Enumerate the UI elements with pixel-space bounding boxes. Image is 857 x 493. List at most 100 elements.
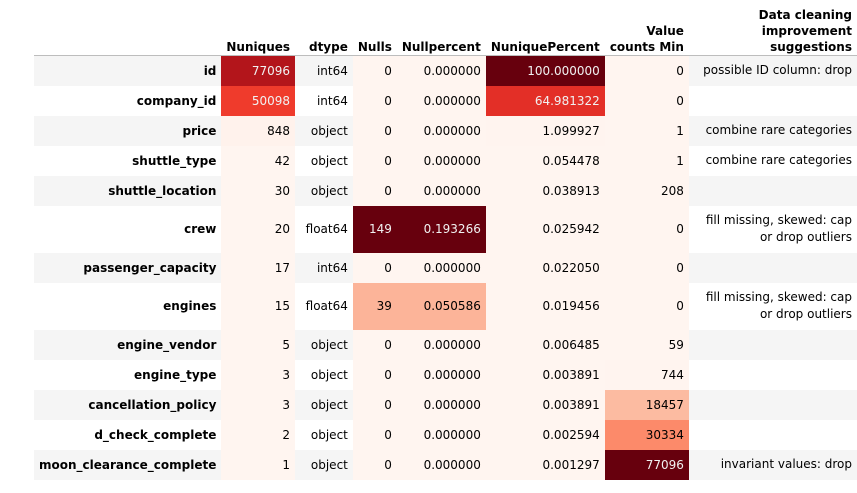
suggestion-cell: fill missing, skewed: cap or drop outlie… bbox=[705, 213, 852, 244]
table-row: passenger_capacity 17 int64 0 0.000000 0.0220… bbox=[34, 252, 857, 283]
header-nuniquepercent: NuniquePercent bbox=[485, 0, 605, 56]
row-label: engine_type bbox=[134, 367, 217, 382]
dtype-cell: object bbox=[310, 183, 348, 198]
nulls-cell: 0 bbox=[352, 55, 397, 86]
nuniquepercent-cell: 1.099927 bbox=[485, 115, 605, 146]
nuniquepercent-cell: 0.019456 bbox=[485, 282, 605, 330]
nuniquepercent-cell: 0.003891 bbox=[485, 359, 605, 390]
table-row: moon_clearance_complete 1 object 0 0.000000 0… bbox=[34, 449, 857, 480]
dtype-cell: int64 bbox=[316, 63, 348, 78]
table-row: d_check_complete 2 object 0 0.000000 0.002594… bbox=[34, 419, 857, 450]
dtype-cell: float64 bbox=[305, 222, 348, 236]
nullpercent-cell: 0.000000 bbox=[396, 175, 486, 206]
nulls-cell: 0 bbox=[352, 449, 397, 480]
value-counts-min-cell: 30334 bbox=[604, 419, 689, 450]
nuniques-cell: 30 bbox=[221, 175, 296, 206]
dtype-cell: object bbox=[310, 457, 348, 472]
row-label: shuttle_type bbox=[132, 153, 217, 168]
nuniques-cell: 15 bbox=[221, 282, 296, 330]
nuniques-cell: 3 bbox=[221, 359, 296, 390]
dtype-cell: object bbox=[310, 337, 348, 352]
nullpercent-cell: 0.000000 bbox=[396, 252, 486, 283]
dtype-cell: object bbox=[310, 397, 348, 412]
suggestion-cell bbox=[689, 360, 857, 390]
header-nulls: Nulls bbox=[352, 0, 397, 56]
nuniques-cell: 77096 bbox=[221, 55, 296, 86]
header-nullpercent: Nullpercent bbox=[396, 0, 486, 56]
suggestion-cell: combine rare categories bbox=[705, 123, 852, 137]
index-header bbox=[34, 0, 222, 56]
row-label: d_check_complete bbox=[94, 427, 217, 442]
value-counts-min-cell: 0 bbox=[604, 205, 689, 253]
row-label: price bbox=[182, 123, 217, 138]
nullpercent-cell: 0.000000 bbox=[396, 115, 486, 146]
table-body: id 77096 int64 0 0.000000 100.000000 0 possible… bbox=[34, 55, 857, 480]
header-nuniques: Nuniques bbox=[221, 0, 296, 56]
value-counts-min-cell: 18457 bbox=[604, 389, 689, 420]
suggestion-cell bbox=[689, 253, 857, 283]
nuniques-cell: 848 bbox=[221, 115, 296, 146]
nuniquepercent-cell: 64.981322 bbox=[485, 85, 605, 116]
nuniquepercent-cell: 0.038913 bbox=[485, 175, 605, 206]
nullpercent-cell: 0.193266 bbox=[396, 205, 486, 253]
value-counts-min-cell: 1 bbox=[604, 115, 689, 146]
table-row: price 848 object 0 0.000000 1.099927 1 combine … bbox=[34, 115, 857, 146]
nuniquepercent-cell: 0.001297 bbox=[485, 449, 605, 480]
suggestion-cell bbox=[689, 86, 857, 116]
row-label: engines bbox=[163, 299, 217, 313]
data-summary-table: Nuniques dtype Nulls Nullpercent Nunique… bbox=[34, 0, 857, 480]
table-row: id 77096 int64 0 0.000000 100.000000 0 possible… bbox=[34, 55, 857, 86]
nullpercent-cell: 0.000000 bbox=[396, 55, 486, 86]
dtype-cell: object bbox=[310, 427, 348, 442]
nuniquepercent-cell: 0.025942 bbox=[485, 205, 605, 253]
row-label: cancellation_policy bbox=[88, 397, 217, 412]
nullpercent-cell: 0.000000 bbox=[396, 449, 486, 480]
value-counts-min-cell: 1 bbox=[604, 145, 689, 176]
dtype-cell: object bbox=[310, 123, 348, 138]
suggestion-cell: fill missing, skewed: cap or drop outlie… bbox=[705, 290, 852, 321]
dtype-cell: int64 bbox=[316, 93, 348, 108]
nuniques-cell: 5 bbox=[221, 329, 296, 360]
dtype-cell: float64 bbox=[305, 299, 348, 313]
nullpercent-cell: 0.000000 bbox=[396, 389, 486, 420]
nulls-cell: 0 bbox=[352, 329, 397, 360]
suggestion-cell: possible ID column: drop bbox=[703, 63, 852, 78]
header-dtype: dtype bbox=[295, 0, 353, 56]
suggestion-cell bbox=[689, 176, 857, 206]
table-row: shuttle_location 30 object 0 0.000000 0.03891… bbox=[34, 175, 857, 206]
header-value-counts-min: Value counts Min bbox=[604, 0, 689, 56]
nuniques-cell: 17 bbox=[221, 252, 296, 283]
table-row: engine_type 3 object 0 0.000000 0.003891 744 bbox=[34, 359, 857, 390]
row-label: company_id bbox=[136, 93, 217, 108]
nullpercent-cell: 0.000000 bbox=[396, 419, 486, 450]
value-counts-min-cell: 744 bbox=[604, 359, 689, 390]
nullpercent-cell: 0.000000 bbox=[396, 359, 486, 390]
nuniquepercent-cell: 0.022050 bbox=[485, 252, 605, 283]
dtype-cell: object bbox=[310, 153, 348, 168]
table-row: cancellation_policy 3 object 0 0.000000 0.003… bbox=[34, 389, 857, 420]
nullpercent-cell: 0.000000 bbox=[396, 145, 486, 176]
nuniques-cell: 42 bbox=[221, 145, 296, 176]
value-counts-min-cell: 77096 bbox=[604, 449, 689, 480]
nulls-cell: 0 bbox=[352, 252, 397, 283]
nuniques-cell: 2 bbox=[221, 419, 296, 450]
nullpercent-cell: 0.000000 bbox=[396, 85, 486, 116]
value-counts-min-cell: 208 bbox=[604, 175, 689, 206]
nulls-cell: 0 bbox=[352, 359, 397, 390]
nulls-cell: 0 bbox=[352, 419, 397, 450]
nuniquepercent-cell: 0.006485 bbox=[485, 329, 605, 360]
row-label: crew bbox=[184, 222, 217, 236]
value-counts-min-cell: 59 bbox=[604, 329, 689, 360]
row-label: id bbox=[203, 63, 217, 78]
nulls-cell: 0 bbox=[352, 85, 397, 116]
nuniques-cell: 3 bbox=[221, 389, 296, 420]
nuniques-cell: 20 bbox=[221, 205, 296, 253]
suggestion-cell bbox=[689, 330, 857, 360]
table-row: engine_vendor 5 object 0 0.000000 0.006485 59 bbox=[34, 329, 857, 360]
nuniquepercent-cell: 0.002594 bbox=[485, 419, 605, 450]
table-row: engines 15 float64 39 0.050586 0.019456 0 fill … bbox=[34, 282, 857, 330]
nuniquepercent-cell: 0.003891 bbox=[485, 389, 605, 420]
value-counts-min-cell: 0 bbox=[604, 282, 689, 330]
table-row: crew 20 float64 149 0.193266 0.025942 0 fill mi… bbox=[34, 205, 857, 253]
dtype-cell: object bbox=[310, 367, 348, 382]
